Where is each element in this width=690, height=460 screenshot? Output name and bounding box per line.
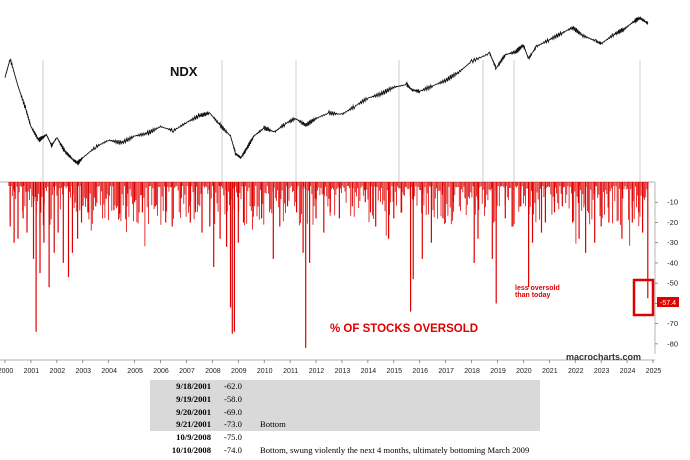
y-tick-label: -10 [667,198,678,207]
last-value-badge-bg [657,297,679,307]
ndx-title: NDX [170,64,198,79]
x-tick-label: 2024 [620,368,636,375]
table-row: 10/9/2008 -75.0 [150,431,540,444]
x-tick-label: 2020 [516,368,532,375]
table-cell-note [257,405,540,419]
x-axis: 2000 2001 2002 2003 2004 2005 2006 2007 2008 2009… [0,359,662,375]
table-cell-date: 9/18/2001 [150,380,214,393]
x-tick-label: 2018 [464,368,480,375]
chart-svg: -10-20-30-40-50-60-70-80 200020012002200… [0,16,679,375]
x-tick-label: 2022 [568,368,584,375]
x-tick-label: 2017 [438,368,454,375]
table-cell-note: Bottom [257,418,540,432]
y-tick-label: -70 [667,319,678,328]
x-tick-label: 2023 [594,368,610,375]
y-tick-label: -40 [667,258,678,267]
table-cell-date: 9/20/2001 [150,405,214,419]
ndx-line-group [4,16,649,166]
x-tick-label: 2002 [50,368,66,375]
oversold-bars-group [8,182,649,348]
table-cell-value: -69.0 [214,405,257,419]
last-value-badge: -57.4 [660,300,676,307]
oversold-title: % OF STOCKS OVERSOLD [330,323,478,335]
table-cell-date: 9/21/2001 [150,418,214,432]
watermark: macrocharts.com [566,352,641,362]
y-tick-label: -30 [667,238,678,247]
table-row: 10/10/2008 -74.0 Bottom, swung violently t… [150,444,540,457]
x-tick-label: 2019 [490,368,506,375]
table-row: 9/21/2001 -73.0 Bottom [150,418,540,432]
table-row: 9/19/2001 -58.0 [150,392,540,406]
y-tick-label: -80 [667,339,678,348]
x-tick-label: 2015 [387,368,403,375]
x-tick-label: 2003 [75,368,91,375]
table-cell-value: -74.0 [224,444,242,455]
x-tick-label: 2001 [24,368,40,375]
x-tick-label: 2014 [361,368,377,375]
x-tick-label: 2004 [101,368,117,375]
oversold-history-table: 9/18/2001 -62.0 9/19/2001 -58.0 9/20/2001 -69… [150,380,540,457]
table-cell-date: 10/10/2008 [171,444,211,455]
x-tick-label: 2005 [127,368,143,375]
table-cell-note [257,431,540,444]
x-tick-label: 2012 [309,368,325,375]
chart-area: -10-20-30-40-50-60-70-80 200020012002200… [0,16,679,375]
table-cell-date: 10/9/2008 [176,432,211,443]
y-axis: -10-20-30-40-50-60-70-80 [654,182,678,354]
annotation-line-2: than today [515,292,550,299]
x-tick-label: 2006 [153,368,169,375]
x-tick-label: 2025 [646,368,662,375]
x-tick-label: 2021 [542,368,558,375]
x-tick-label: 2000 [0,368,13,375]
table-cell-note [257,392,540,406]
x-tick-label: 2007 [179,368,195,375]
x-tick-label: 2013 [335,368,351,375]
annotation-line-1: less oversold [515,285,560,292]
current-highlight-box [632,278,655,317]
ndx-line [4,16,649,166]
y-tick-label: -20 [667,218,678,227]
x-tick-label: 2009 [231,368,247,375]
event-guide-lines [42,60,641,190]
table-cell-date: 9/19/2001 [150,392,214,406]
x-tick-label: 2011 [283,368,298,375]
table-cell-value: -62.0 [214,380,257,393]
table-cell-value: -73.0 [214,418,257,432]
table-cell-value: -58.0 [214,392,257,406]
x-tick-label: 2008 [205,368,221,375]
x-tick-label: 2010 [257,368,273,375]
table-row: 9/20/2001 -69.0 [150,405,540,419]
y-tick-label: -50 [667,279,678,288]
table-cell-note [257,380,540,393]
table-row: 9/18/2001 -62.0 [150,380,540,393]
x-tick-label: 2016 [412,368,428,375]
table-cell-note: Bottom, swung violently the next 4 month… [260,444,530,455]
table-cell-value: -75.0 [224,432,242,443]
